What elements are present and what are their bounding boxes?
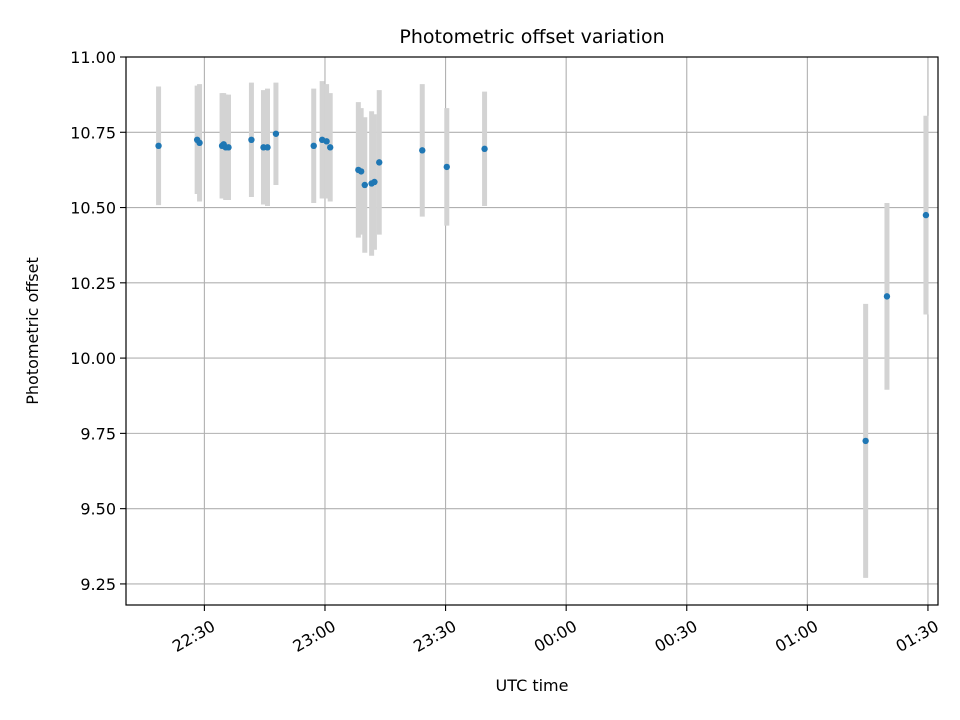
data-point [922, 211, 930, 219]
data-point [310, 142, 317, 150]
plot-area [126, 57, 938, 605]
data-point [155, 142, 162, 150]
data-point [196, 139, 203, 147]
data-point [481, 145, 488, 153]
data-point [443, 163, 450, 171]
data-point [419, 147, 426, 154]
y-axis-title: Photometric offset [23, 257, 42, 405]
data-point [376, 159, 383, 166]
x-axis-title: UTC time [496, 676, 569, 695]
data-point [327, 144, 334, 151]
y-tick-label: 11.00 [70, 48, 116, 67]
data-point [862, 437, 869, 445]
data-point [371, 178, 378, 186]
y-tick-label: 10.50 [70, 199, 116, 218]
data-point [264, 144, 271, 151]
plot-frame [125, 56, 939, 606]
y-axis-ticks: 9.25 9.50 9.75 10.00 10.25 10.50 10.75 11.00 [70, 48, 126, 594]
data-point [248, 136, 255, 144]
data-points [155, 130, 930, 445]
data-point [225, 144, 232, 151]
data-point [323, 138, 330, 145]
y-tick-label: 10.75 [70, 123, 116, 142]
data-point [272, 130, 280, 137]
y-tick-label: 10.25 [70, 274, 116, 293]
chart-title: Photometric offset variation [399, 26, 664, 48]
data-point [361, 181, 368, 189]
y-tick-label: 10.00 [70, 349, 116, 368]
data-point [357, 168, 365, 175]
y-tick-label: 9.25 [80, 575, 116, 594]
y-tick-label: 9.50 [80, 500, 116, 519]
data-point [883, 293, 891, 300]
y-tick-label: 9.75 [80, 424, 116, 443]
